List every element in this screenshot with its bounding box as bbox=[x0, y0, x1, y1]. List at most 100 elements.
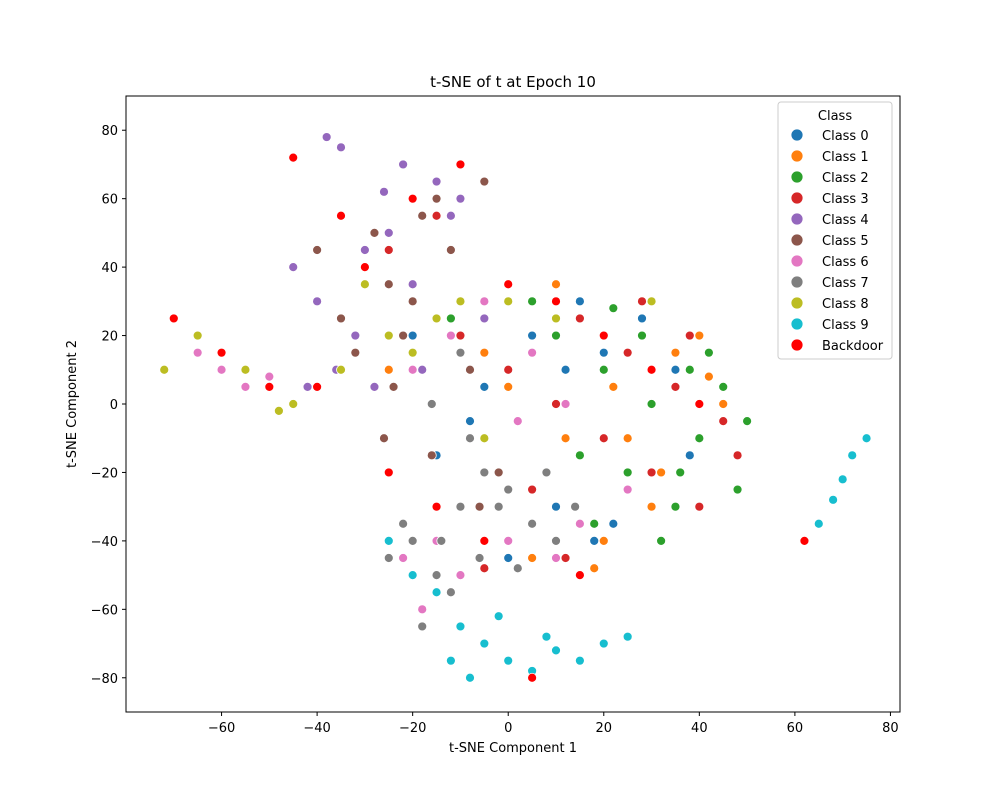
data-point bbox=[703, 347, 714, 358]
data-point bbox=[479, 563, 490, 574]
y-tick-label: 0 bbox=[110, 398, 118, 413]
data-point bbox=[670, 501, 681, 512]
data-point bbox=[312, 381, 323, 392]
data-point bbox=[383, 227, 394, 238]
data-point bbox=[551, 279, 561, 290]
data-point bbox=[493, 501, 504, 512]
data-point bbox=[407, 330, 418, 341]
data-point bbox=[465, 416, 475, 427]
data-point bbox=[407, 535, 418, 546]
chart-title: t-SNE of t at Epoch 10 bbox=[430, 73, 596, 91]
data-point bbox=[670, 381, 681, 392]
data-point bbox=[379, 433, 389, 444]
data-point bbox=[240, 364, 251, 375]
legend-title: Class bbox=[818, 109, 852, 124]
data-point bbox=[431, 193, 442, 204]
legend-marker bbox=[790, 317, 804, 331]
x-axis-ticks: −60 −40 −20 0 20 40 60 80 bbox=[208, 712, 899, 736]
data-point bbox=[551, 501, 561, 512]
x-tick-label: 60 bbox=[787, 721, 804, 736]
legend-entries: Class 0 Class 1 Class 2 Class 3 Class 4 Class… bbox=[790, 128, 884, 354]
data-point bbox=[684, 450, 695, 461]
data-point bbox=[398, 330, 409, 341]
legend-entry-label: Class 4 bbox=[822, 213, 869, 228]
data-point bbox=[465, 364, 475, 375]
data-point bbox=[407, 193, 418, 204]
legend-marker bbox=[790, 296, 804, 310]
data-point bbox=[479, 313, 490, 324]
data-point bbox=[479, 176, 490, 187]
data-point bbox=[703, 371, 714, 382]
data-point bbox=[684, 330, 695, 341]
data-point bbox=[479, 535, 490, 546]
data-point bbox=[398, 159, 409, 170]
data-point bbox=[560, 553, 571, 563]
data-point bbox=[718, 416, 729, 427]
data-point bbox=[192, 330, 203, 341]
y-tick-label: −60 bbox=[91, 603, 118, 618]
points-layer bbox=[159, 132, 872, 683]
series-class-9 bbox=[383, 433, 872, 683]
data-point bbox=[512, 563, 523, 574]
data-point bbox=[694, 330, 705, 341]
legend-marker bbox=[790, 149, 804, 163]
data-point bbox=[383, 279, 394, 290]
data-point bbox=[527, 484, 538, 495]
data-point bbox=[336, 210, 346, 221]
data-point bbox=[168, 313, 179, 324]
data-point bbox=[417, 364, 428, 375]
data-point bbox=[407, 364, 418, 375]
data-point bbox=[598, 535, 609, 546]
data-point bbox=[379, 186, 389, 197]
legend-entry-label: Class 9 bbox=[822, 318, 869, 333]
data-point bbox=[383, 245, 394, 255]
data-point bbox=[288, 152, 299, 163]
data-point bbox=[503, 655, 514, 666]
data-point bbox=[574, 518, 585, 529]
data-point bbox=[264, 371, 275, 382]
data-point bbox=[684, 364, 695, 375]
legend-entry-label: Backdoor bbox=[822, 339, 884, 354]
data-point bbox=[474, 501, 485, 512]
data-point bbox=[417, 604, 428, 615]
data-point bbox=[431, 176, 442, 187]
data-point bbox=[732, 450, 743, 461]
data-point bbox=[288, 262, 299, 273]
data-point bbox=[828, 494, 839, 505]
data-point bbox=[503, 364, 514, 375]
data-point bbox=[493, 467, 504, 478]
data-point bbox=[455, 501, 466, 512]
data-point bbox=[608, 303, 619, 314]
data-point bbox=[694, 399, 705, 409]
series-backdoor bbox=[168, 152, 810, 683]
data-point bbox=[837, 474, 848, 485]
series-class-7 bbox=[383, 347, 581, 632]
data-point bbox=[637, 313, 647, 324]
y-axis-ticks: −80 −60 −40 −20 0 20 40 60 80 bbox=[91, 124, 126, 687]
data-point bbox=[445, 655, 456, 666]
data-point bbox=[574, 570, 585, 581]
legend-marker bbox=[790, 170, 804, 184]
data-point bbox=[465, 672, 475, 683]
data-point bbox=[369, 381, 380, 392]
data-point bbox=[574, 450, 585, 461]
legend-marker bbox=[790, 212, 804, 226]
data-point bbox=[455, 330, 466, 341]
data-point bbox=[527, 296, 538, 307]
data-point bbox=[527, 672, 538, 683]
data-point bbox=[598, 347, 609, 358]
data-point bbox=[426, 450, 437, 461]
data-point bbox=[455, 193, 466, 204]
data-point bbox=[503, 553, 514, 563]
data-point bbox=[589, 518, 600, 529]
x-tick-label: 20 bbox=[596, 721, 613, 736]
data-point bbox=[574, 655, 585, 666]
y-tick-label: 80 bbox=[101, 124, 118, 139]
data-point bbox=[159, 364, 170, 375]
data-point bbox=[742, 416, 753, 427]
y-tick-label: 20 bbox=[101, 330, 118, 345]
data-point bbox=[321, 132, 332, 142]
data-point bbox=[407, 347, 418, 358]
